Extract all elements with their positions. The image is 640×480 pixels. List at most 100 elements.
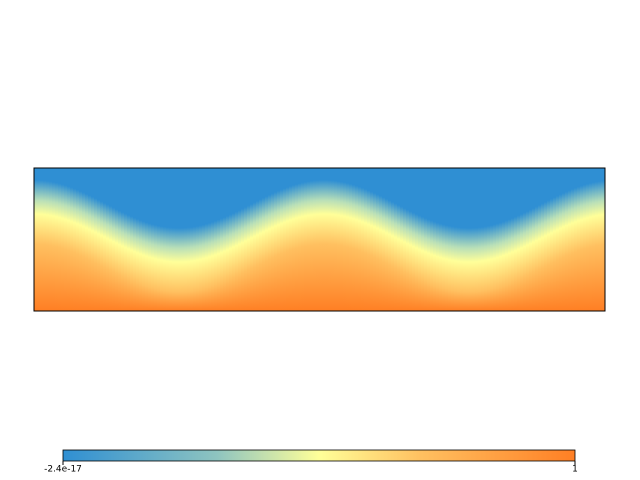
field-strip bbox=[316, 168, 320, 311]
field-strip bbox=[148, 168, 152, 311]
field-strip bbox=[73, 168, 77, 311]
field-strip bbox=[592, 168, 596, 311]
field-strip bbox=[361, 168, 365, 311]
field-strip bbox=[472, 168, 476, 311]
field-strip bbox=[568, 168, 572, 311]
field-strip bbox=[412, 168, 416, 311]
field-strip bbox=[139, 168, 143, 311]
field-strip bbox=[514, 168, 518, 311]
field-strip bbox=[43, 168, 47, 311]
field-strip bbox=[223, 168, 227, 311]
field-strip bbox=[307, 168, 311, 311]
field-strip bbox=[373, 168, 377, 311]
field-strip bbox=[268, 168, 272, 311]
field-strip bbox=[490, 168, 494, 311]
field-strip bbox=[175, 168, 179, 311]
field-strip bbox=[424, 168, 428, 311]
field-strip bbox=[160, 168, 164, 311]
field-strip bbox=[394, 168, 398, 311]
field-plot bbox=[34, 168, 605, 311]
field-strip bbox=[262, 168, 266, 311]
field-strip bbox=[199, 168, 203, 311]
field-strip bbox=[61, 168, 65, 311]
field-strip bbox=[274, 168, 278, 311]
field-strip bbox=[355, 168, 359, 311]
field-strip bbox=[550, 168, 554, 311]
field-strip bbox=[493, 168, 497, 311]
field-strip bbox=[85, 168, 89, 311]
field-strip bbox=[235, 168, 239, 311]
field-strip bbox=[415, 168, 419, 311]
field-strip bbox=[376, 168, 380, 311]
field-strip bbox=[118, 168, 122, 311]
field-strip bbox=[124, 168, 128, 311]
field-strip bbox=[325, 168, 329, 311]
field-strip bbox=[544, 168, 548, 311]
field-strip bbox=[70, 168, 74, 311]
field-strip bbox=[334, 168, 338, 311]
field-strip bbox=[421, 168, 425, 311]
field-strip bbox=[448, 168, 452, 311]
field-strip bbox=[187, 168, 191, 311]
field-strip bbox=[100, 168, 104, 311]
field-strip bbox=[535, 168, 539, 311]
field-strip bbox=[109, 168, 113, 311]
field-strip bbox=[136, 168, 140, 311]
field-strip bbox=[133, 168, 137, 311]
field-strip bbox=[328, 168, 332, 311]
field-strip bbox=[397, 168, 401, 311]
field-strip bbox=[352, 168, 356, 311]
field-strip bbox=[226, 168, 230, 311]
field-strip bbox=[547, 168, 551, 311]
field-strip bbox=[91, 168, 95, 311]
field-strip bbox=[499, 168, 503, 311]
field-strip bbox=[292, 168, 296, 311]
field-strip bbox=[256, 168, 260, 311]
field-strip bbox=[79, 168, 83, 311]
field-strip bbox=[523, 168, 527, 311]
field-strip bbox=[565, 168, 569, 311]
plot-frame bbox=[33, 167, 606, 312]
field-strip bbox=[484, 168, 488, 311]
field-strip bbox=[469, 168, 473, 311]
field-strip bbox=[511, 168, 515, 311]
field-strip bbox=[202, 168, 206, 311]
field-strip bbox=[250, 168, 254, 311]
field-strip bbox=[259, 168, 263, 311]
field-strip bbox=[409, 168, 413, 311]
field-strip bbox=[508, 168, 512, 311]
field-strip bbox=[97, 168, 101, 311]
field-strip bbox=[349, 168, 353, 311]
field-strip bbox=[589, 168, 593, 311]
field-strip bbox=[280, 168, 284, 311]
field-strip bbox=[331, 168, 335, 311]
field-strip bbox=[598, 168, 602, 311]
field-strip bbox=[286, 168, 290, 311]
field-strip bbox=[496, 168, 500, 311]
field-strip bbox=[475, 168, 479, 311]
field-strip bbox=[385, 168, 389, 311]
field-strip bbox=[442, 168, 446, 311]
field-strip bbox=[55, 168, 59, 311]
field-strip bbox=[34, 168, 38, 311]
field-strip bbox=[466, 168, 470, 311]
field-strip bbox=[40, 168, 44, 311]
field-strip bbox=[526, 168, 530, 311]
field-strip bbox=[217, 168, 221, 311]
field-strip bbox=[181, 168, 185, 311]
field-strip bbox=[157, 168, 161, 311]
field-strip bbox=[481, 168, 485, 311]
field-strip bbox=[151, 168, 155, 311]
field-strip bbox=[238, 168, 242, 311]
field-strip bbox=[556, 168, 560, 311]
field-strip bbox=[532, 168, 536, 311]
field-strip bbox=[313, 168, 317, 311]
field-strip bbox=[370, 168, 374, 311]
field-strip bbox=[172, 168, 176, 311]
field-strip bbox=[487, 168, 491, 311]
field-strip bbox=[457, 168, 461, 311]
field-strip bbox=[37, 168, 41, 311]
field-strip bbox=[391, 168, 395, 311]
field-strip bbox=[283, 168, 287, 311]
